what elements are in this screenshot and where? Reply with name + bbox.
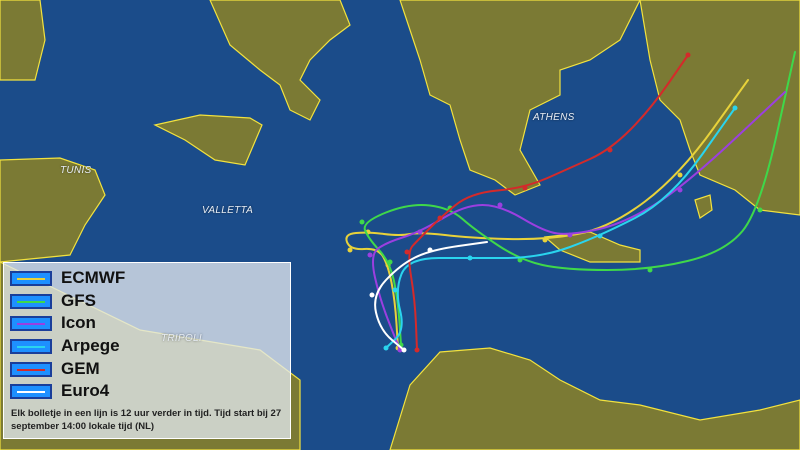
track-point [677,172,683,178]
sicily [153,114,263,166]
legend-swatch [10,293,52,309]
legend-swatch [10,383,52,399]
track-gfs [363,51,796,346]
track-point [417,229,423,235]
city-label-tripoli: TRIPOLI [161,333,202,344]
track-point [685,52,691,58]
track-point [359,219,365,225]
legend-note: Elk bolletje in een lijn is 12 uur verde… [11,408,282,432]
legend-swatch [10,361,52,377]
legend-item-euro4: Euro4 [10,381,109,401]
legend-label: Arpege [61,336,120,355]
track-point [677,187,683,193]
track-icon [372,91,786,351]
track-point [522,185,528,191]
track-point [392,287,398,293]
track-point [401,347,407,353]
track-point [647,267,653,273]
tunisia [0,157,106,263]
legend-label: Icon [61,313,96,332]
city-label-athens: ATHENS [533,112,575,123]
track-point [732,105,738,111]
track-point [414,347,420,353]
turkey [639,0,800,216]
track-point [347,247,353,253]
legend-swatch [10,270,52,286]
rhodes [694,194,713,219]
track-point [404,249,410,255]
legend-item-gfs: GFS [10,291,96,311]
track-arpege [385,107,736,349]
legend-swatch [10,315,52,331]
track-gem [408,54,689,351]
track-euro4 [374,241,488,351]
greece [399,0,641,196]
city-label-valletta: VALLETTA [202,205,254,216]
legend-item-arpege: Arpege [10,336,120,356]
legend-swatch [10,338,52,354]
crete [543,231,641,263]
legend: TRIPOLI ECMWF GFS Icon Arpege GEM Euro4 … [3,262,291,439]
legend-label: Euro4 [61,381,110,400]
track-point [467,255,473,261]
legend-label: GEM [61,359,100,378]
italy [209,0,351,121]
legend-label: ECMWF [61,268,126,287]
track-point [542,237,548,243]
track-point [497,202,503,208]
sardinia-corsica [0,0,46,81]
legend-label: GFS [61,291,96,310]
track-point [607,147,613,153]
legend-item-gem: GEM [10,359,100,379]
track-point [437,215,443,221]
track-point [427,247,433,253]
track-point [383,345,389,351]
track-point [369,292,375,298]
legend-item-ecmwf: ECMWF [10,268,125,288]
track-point [567,232,573,238]
track-point [597,233,603,239]
storm-tracks [345,51,796,353]
cyrenaica [389,347,800,450]
track-point [387,259,393,265]
city-label-tunis: TUNIS [60,165,92,176]
track-point [367,252,373,258]
track-point [757,207,763,213]
legend-item-icon: Icon [10,313,96,333]
track-point [517,257,523,263]
